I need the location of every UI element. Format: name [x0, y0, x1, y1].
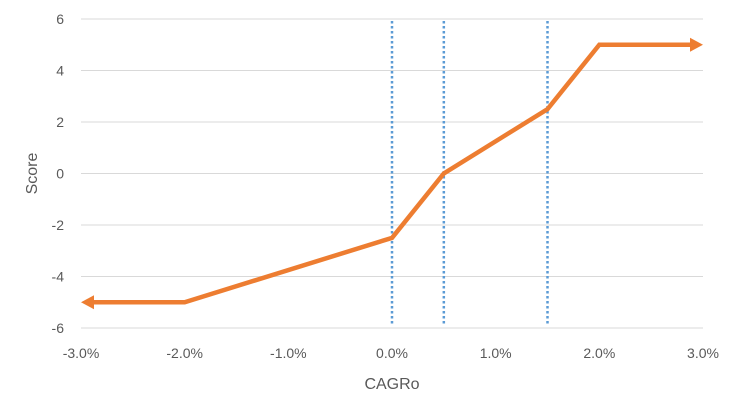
series-arrowhead — [81, 295, 94, 310]
y-tick-labels: -6 -4 -2 0 2 4 6 — [52, 11, 65, 336]
x-tick-label: -2.0% — [166, 345, 203, 361]
x-tick-label: 2.0% — [583, 345, 615, 361]
x-tick-label: -3.0% — [63, 345, 100, 361]
x-tick-label: 0.0% — [376, 345, 408, 361]
y-axis-title: Score — [24, 153, 41, 195]
y-tick-label: -4 — [52, 269, 65, 285]
x-tick-label: -1.0% — [270, 345, 307, 361]
x-tick-label: 3.0% — [687, 345, 719, 361]
y-tick-label: 6 — [56, 11, 64, 27]
x-tick-label: 1.0% — [480, 345, 512, 361]
y-tick-label: 2 — [56, 114, 64, 130]
y-tick-label: -6 — [52, 320, 65, 336]
series-layer — [80, 37, 704, 310]
y-tick-label: -2 — [52, 217, 65, 233]
y-tick-label: 4 — [56, 63, 64, 79]
x-axis-title: CAGRo — [364, 376, 419, 393]
x-tick-labels: -3.0% -2.0% -1.0% 0.0% 1.0% 2.0% 3.0% — [63, 345, 719, 361]
series-arrowhead — [690, 37, 703, 52]
y-tick-label: 0 — [56, 166, 64, 182]
